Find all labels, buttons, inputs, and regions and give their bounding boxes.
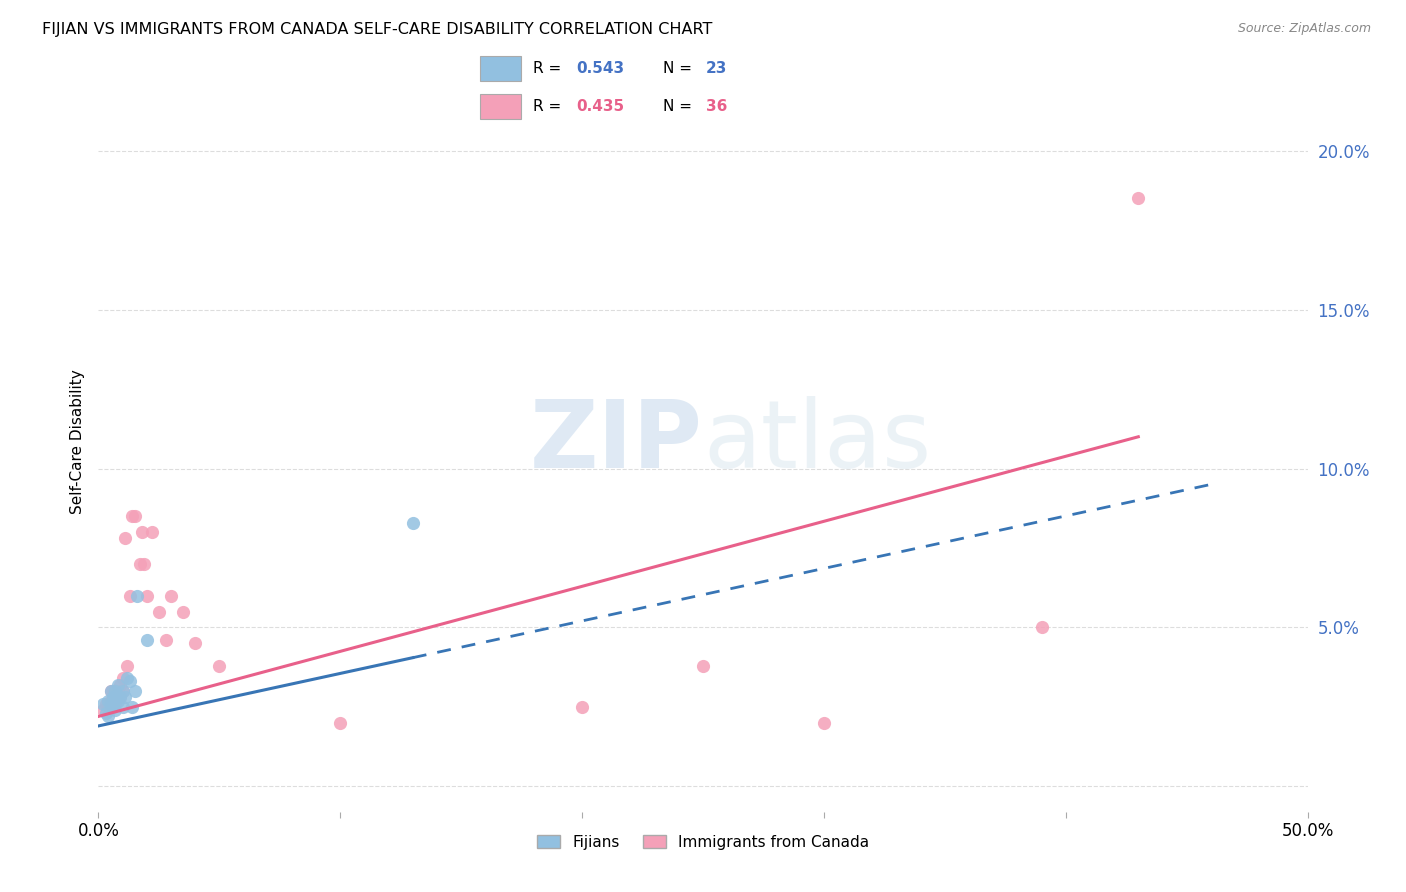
Point <box>94 697 117 711</box>
Point <box>94 706 117 721</box>
Point <box>108 678 131 692</box>
Point <box>107 678 129 692</box>
Point <box>1128 191 1150 205</box>
Point <box>135 589 157 603</box>
Point <box>155 633 177 648</box>
FancyBboxPatch shape <box>481 55 520 81</box>
Point <box>571 699 593 714</box>
Point <box>91 697 114 711</box>
Point <box>134 557 156 571</box>
Point <box>128 557 150 571</box>
Point <box>111 684 134 698</box>
Point <box>104 703 127 717</box>
Point <box>101 699 124 714</box>
Legend: Fijians, Immigrants from Canada: Fijians, Immigrants from Canada <box>531 829 875 856</box>
Text: 23: 23 <box>706 61 727 76</box>
Point <box>107 693 129 707</box>
Point <box>104 684 127 698</box>
Point <box>111 684 134 698</box>
Text: ZIP: ZIP <box>530 395 703 488</box>
Point <box>124 684 146 698</box>
Point <box>117 658 139 673</box>
Point <box>114 532 136 546</box>
Point <box>127 589 149 603</box>
Point <box>172 605 194 619</box>
Point <box>97 697 120 711</box>
Point <box>329 715 352 730</box>
Text: 0.435: 0.435 <box>576 99 624 114</box>
Point <box>124 509 146 524</box>
Text: Source: ZipAtlas.com: Source: ZipAtlas.com <box>1237 22 1371 36</box>
Text: 36: 36 <box>706 99 727 114</box>
Text: N =: N = <box>662 61 696 76</box>
Point <box>97 709 120 723</box>
Point <box>101 690 124 705</box>
Text: atlas: atlas <box>703 395 931 488</box>
Point <box>97 693 120 707</box>
Point <box>118 589 141 603</box>
Point <box>104 697 127 711</box>
Text: FIJIAN VS IMMIGRANTS FROM CANADA SELF-CARE DISABILITY CORRELATION CHART: FIJIAN VS IMMIGRANTS FROM CANADA SELF-CA… <box>42 22 713 37</box>
Point <box>100 693 122 707</box>
Text: N =: N = <box>662 99 696 114</box>
Point <box>148 605 170 619</box>
Text: R =: R = <box>533 99 567 114</box>
Point <box>101 690 124 705</box>
Text: R =: R = <box>533 61 567 76</box>
Point <box>91 703 114 717</box>
Point <box>100 684 122 698</box>
Point <box>184 636 207 650</box>
Point <box>111 671 134 685</box>
Point <box>141 525 163 540</box>
Point <box>104 684 127 698</box>
Point <box>118 674 141 689</box>
Point <box>117 671 139 685</box>
Point <box>107 684 129 698</box>
Point <box>108 690 131 705</box>
Point <box>121 509 143 524</box>
Point <box>114 690 136 705</box>
Text: 0.543: 0.543 <box>576 61 624 76</box>
Point <box>101 684 124 698</box>
Y-axis label: Self-Care Disability: Self-Care Disability <box>69 369 84 514</box>
Point <box>100 684 122 698</box>
Point <box>813 715 835 730</box>
Point <box>121 699 143 714</box>
Point <box>402 516 425 530</box>
Point <box>131 525 153 540</box>
Point <box>692 658 714 673</box>
FancyBboxPatch shape <box>481 94 520 120</box>
Point <box>1031 620 1053 634</box>
Point <box>208 658 231 673</box>
Point <box>135 633 157 648</box>
Point <box>108 690 131 705</box>
Point <box>100 697 122 711</box>
Point <box>160 589 183 603</box>
Point <box>111 699 134 714</box>
